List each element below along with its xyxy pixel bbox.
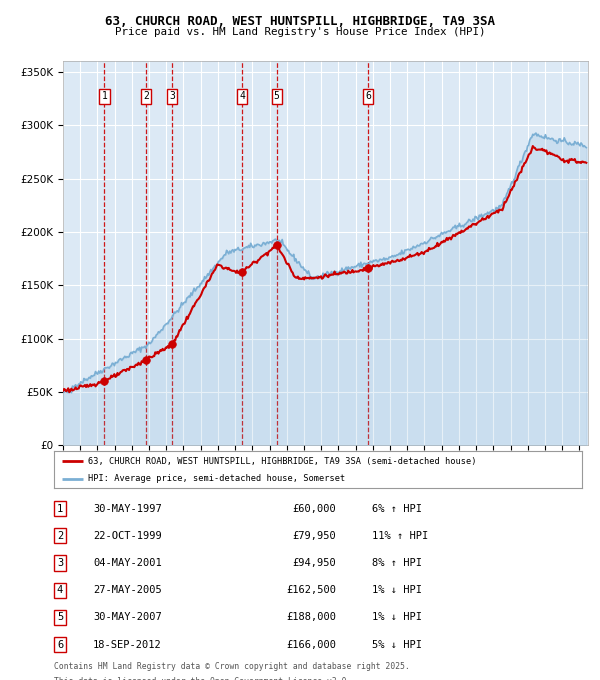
- Text: 8% ↑ HPI: 8% ↑ HPI: [372, 558, 422, 568]
- Text: Contains HM Land Registry data © Crown copyright and database right 2025.: Contains HM Land Registry data © Crown c…: [54, 662, 410, 670]
- Text: 5: 5: [274, 91, 280, 101]
- Text: 6% ↑ HPI: 6% ↑ HPI: [372, 504, 422, 513]
- Text: HPI: Average price, semi-detached house, Somerset: HPI: Average price, semi-detached house,…: [88, 475, 346, 483]
- Text: 5% ↓ HPI: 5% ↓ HPI: [372, 640, 422, 649]
- Text: 1% ↓ HPI: 1% ↓ HPI: [372, 585, 422, 595]
- Text: £166,000: £166,000: [286, 640, 336, 649]
- Text: 1: 1: [57, 504, 63, 513]
- Text: 2: 2: [57, 531, 63, 541]
- Text: £60,000: £60,000: [292, 504, 336, 513]
- Text: 3: 3: [57, 558, 63, 568]
- Text: 2: 2: [143, 91, 149, 101]
- Text: £162,500: £162,500: [286, 585, 336, 595]
- Text: 27-MAY-2005: 27-MAY-2005: [93, 585, 162, 595]
- Text: £188,000: £188,000: [286, 613, 336, 622]
- Text: Price paid vs. HM Land Registry's House Price Index (HPI): Price paid vs. HM Land Registry's House …: [115, 27, 485, 37]
- Text: 30-MAY-1997: 30-MAY-1997: [93, 504, 162, 513]
- Text: 4: 4: [57, 585, 63, 595]
- Text: This data is licensed under the Open Government Licence v3.0.: This data is licensed under the Open Gov…: [54, 677, 352, 680]
- Text: 63, CHURCH ROAD, WEST HUNTSPILL, HIGHBRIDGE, TA9 3SA (semi-detached house): 63, CHURCH ROAD, WEST HUNTSPILL, HIGHBRI…: [88, 457, 477, 466]
- Text: 1: 1: [101, 91, 107, 101]
- Text: 63, CHURCH ROAD, WEST HUNTSPILL, HIGHBRIDGE, TA9 3SA: 63, CHURCH ROAD, WEST HUNTSPILL, HIGHBRI…: [105, 15, 495, 28]
- Text: 11% ↑ HPI: 11% ↑ HPI: [372, 531, 428, 541]
- Text: 04-MAY-2001: 04-MAY-2001: [93, 558, 162, 568]
- Text: 1% ↓ HPI: 1% ↓ HPI: [372, 613, 422, 622]
- Text: 18-SEP-2012: 18-SEP-2012: [93, 640, 162, 649]
- Text: 22-OCT-1999: 22-OCT-1999: [93, 531, 162, 541]
- Text: 6: 6: [57, 640, 63, 649]
- Text: 3: 3: [169, 91, 175, 101]
- Text: 4: 4: [239, 91, 245, 101]
- Text: £79,950: £79,950: [292, 531, 336, 541]
- Text: 30-MAY-2007: 30-MAY-2007: [93, 613, 162, 622]
- Text: £94,950: £94,950: [292, 558, 336, 568]
- Text: 5: 5: [57, 613, 63, 622]
- Text: 6: 6: [365, 91, 371, 101]
